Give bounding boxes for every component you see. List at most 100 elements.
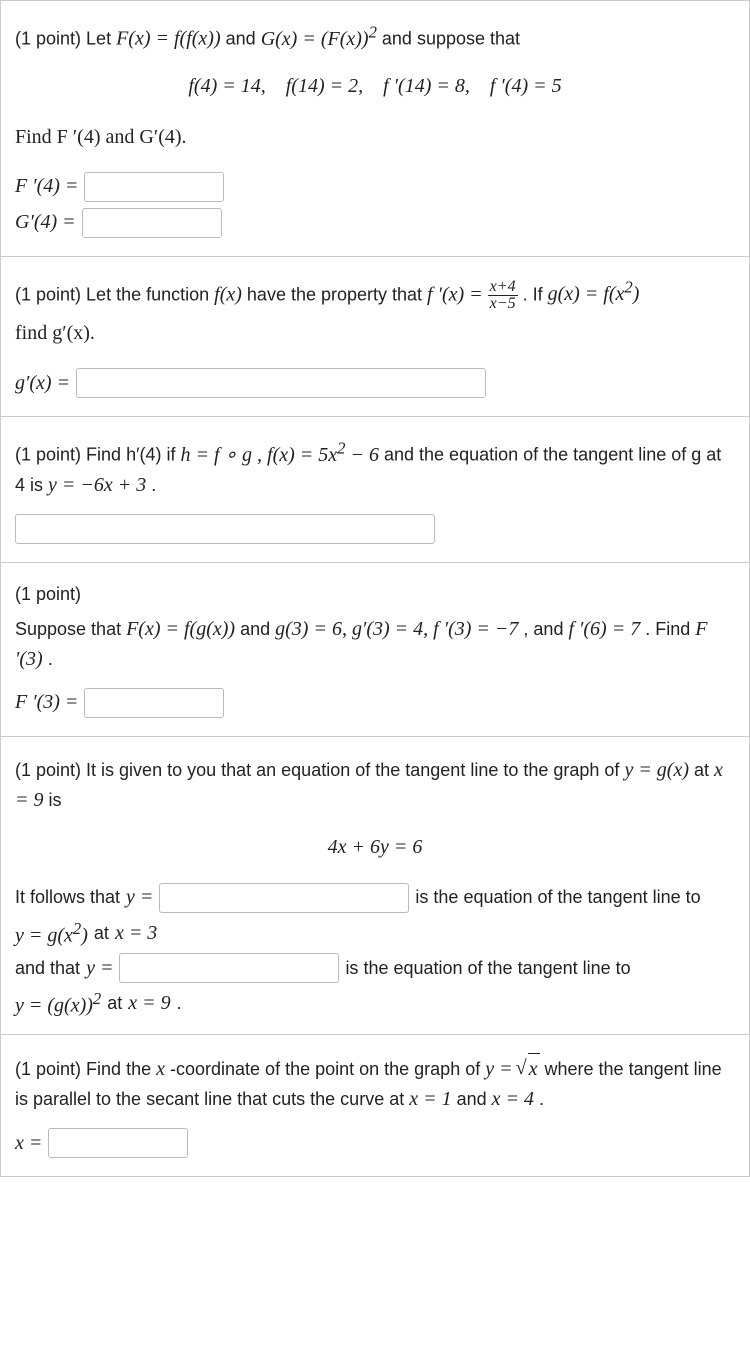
p3-answer-row (15, 514, 735, 544)
problem-1: (1 point) Let F(x) = f(f(x)) and G(x) = … (0, 0, 750, 257)
text: It follows that (15, 887, 120, 908)
math-expr: y = (86, 957, 113, 980)
text: at (94, 923, 109, 944)
text: . If (523, 284, 548, 304)
math-expr: x = 9 (128, 992, 170, 1015)
math-expr: g(3) = 6, g′(3) = 4, f ′(3) = −7 (275, 618, 518, 640)
text: and (226, 29, 261, 49)
fprime-label: F ′(3) = (15, 691, 78, 714)
math-expr: G(x) = (F(x))2 (261, 28, 377, 50)
math-expr: f ′(6) = 7 (568, 618, 640, 640)
gprime-4-input[interactable] (82, 208, 222, 238)
math-expr: F(x) = f(f(x)) (116, 28, 221, 50)
text: . (177, 993, 182, 1014)
p4-points: (1 point) (15, 581, 735, 608)
p4-prompt: Suppose that F(x) = f(g(x)) and g(3) = 6… (15, 614, 735, 674)
math-expr: x (156, 1058, 165, 1080)
problem-5: (1 point) It is given to you that an equ… (0, 736, 750, 1035)
p5-prompt: (1 point) It is given to you that an equ… (15, 755, 735, 815)
p3-prompt: (1 point) Find h′(4) if h = f ∘ g , f(x)… (15, 435, 735, 500)
text: Find h′(4) if (86, 445, 180, 465)
text: and that (15, 958, 80, 979)
math-expr: 4x + 6y = 6 (328, 836, 423, 858)
text: and (240, 619, 275, 639)
p5-and2-row: y = (g(x))2 at x = 9 . (15, 989, 735, 1018)
frac: x+4 x−5 (488, 279, 518, 312)
math-expr: y = g(x2) (15, 919, 88, 948)
text: at (107, 993, 122, 1014)
points-label: (1 point) (15, 584, 81, 604)
math-expr: f(4) = 14, f(14) = 2, f ′(14) = 8, f ′(4… (188, 75, 561, 97)
frac-den: x−5 (488, 296, 518, 312)
text: . (151, 475, 156, 495)
fprime-4-input[interactable] (84, 172, 224, 202)
text: at (694, 760, 714, 780)
gprime-label: G′(4) = (15, 211, 76, 234)
gprime-x-input[interactable] (76, 368, 486, 398)
math-expr: f(x) (214, 283, 242, 305)
text: Let the function (86, 284, 214, 304)
text: , and (523, 619, 568, 639)
p4-fprime-row: F ′(3) = (15, 688, 735, 718)
tangent-1-input[interactable] (159, 883, 409, 913)
math-expr: x = 1 (409, 1088, 451, 1110)
text: Find the (86, 1059, 156, 1079)
math-expr: y = −6x + 3 (48, 474, 146, 496)
p1-given-values: f(4) = 14, f(14) = 2, f ′(14) = 8, f ′(4… (15, 72, 735, 98)
text: and suppose that (382, 29, 520, 49)
p2-gprime-row: g′(x) = (15, 368, 735, 398)
points-label: (1 point) (15, 284, 86, 304)
text: have the property that (247, 284, 427, 304)
p2-find: find g′(x). (15, 318, 735, 348)
text: Suppose that (15, 619, 126, 639)
text: Find F ′(4) and G′(4). (15, 126, 187, 148)
problem-3: (1 point) Find h′(4) if h = f ∘ g , f(x)… (0, 416, 750, 563)
p6-prompt: (1 point) Find the x -coordinate of the … (15, 1053, 735, 1114)
text: is the equation of the tangent line to (415, 887, 700, 908)
math-expr: h = f ∘ g , f(x) = 5x2 − 6 (180, 444, 379, 466)
text: and (457, 1089, 492, 1109)
math-expr: f ′(x) = (427, 283, 488, 305)
p5-follow1b-row: y = g(x2) at x = 3 (15, 919, 735, 948)
text: Let (86, 29, 116, 49)
text: -coordinate of the point on the graph of (170, 1059, 485, 1079)
text: . (539, 1089, 544, 1109)
math-expr: y = (126, 886, 153, 909)
text: . (48, 649, 53, 669)
problem-2: (1 point) Let the function f(x) have the… (0, 256, 750, 417)
points-label: (1 point) (15, 29, 86, 49)
frac-num: x+4 (488, 279, 518, 296)
p1-gprime-row: G′(4) = (15, 208, 735, 238)
points-label: (1 point) (15, 445, 86, 465)
problem-6: (1 point) Find the x -coordinate of the … (0, 1034, 750, 1177)
p6-answer-row: x = (15, 1128, 735, 1158)
points-label: (1 point) (15, 1059, 86, 1079)
hprime-4-input[interactable] (15, 514, 435, 544)
math-expr: y = (g(x))2 (15, 989, 101, 1018)
points-label: (1 point) (15, 760, 86, 780)
math-expr: y = g(x) (624, 759, 689, 781)
fprime-3-input[interactable] (84, 688, 224, 718)
p1-fprime-row: F ′(4) = (15, 172, 735, 202)
math-expr: x = 3 (115, 922, 157, 945)
p1-find: Find F ′(4) and G′(4). (15, 122, 735, 152)
text: find g′(x). (15, 322, 95, 344)
p2-prompt: (1 point) Let the function f(x) have the… (15, 275, 735, 312)
text: . Find (645, 619, 695, 639)
fprime-label: F ′(4) = (15, 175, 78, 198)
math-expr: g(x) = f(x2) (548, 283, 640, 305)
text: is the equation of the tangent line to (345, 958, 630, 979)
p1-prompt: (1 point) Let F(x) = f(f(x)) and G(x) = … (15, 19, 735, 54)
p5-tangent-eq: 4x + 6y = 6 (15, 833, 735, 859)
math-expr: x = 4 (492, 1088, 534, 1110)
tangent-2-input[interactable] (119, 953, 339, 983)
x-label: x = (15, 1132, 42, 1155)
gprime-label: g′(x) = (15, 372, 70, 395)
p5-follow1-row: It follows that y = is the equation of t… (15, 883, 735, 913)
math-expr: y = x (485, 1058, 539, 1080)
x-coord-input[interactable] (48, 1128, 188, 1158)
math-expr: F(x) = f(g(x)) (126, 618, 235, 640)
p5-and-row: and that y = is the equation of the tang… (15, 953, 735, 983)
text: It is given to you that an equation of t… (86, 760, 624, 780)
problem-4: (1 point) Suppose that F(x) = f(g(x)) an… (0, 562, 750, 737)
